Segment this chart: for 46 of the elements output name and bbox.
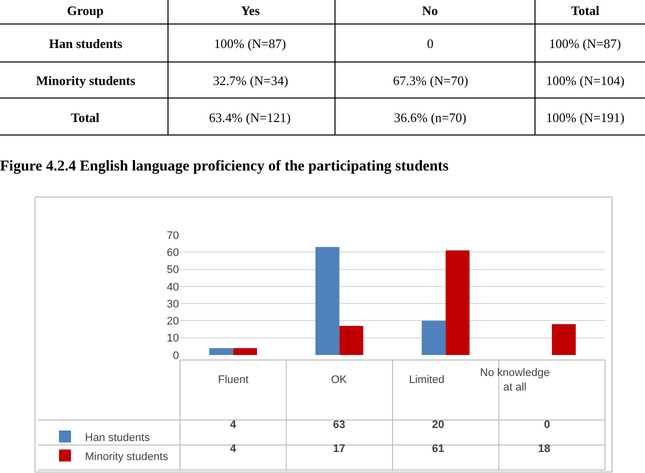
data-label: 4: [230, 443, 237, 455]
text: 100% (N=87): [214, 36, 286, 51]
text: Group: [67, 3, 104, 18]
data-label: 18: [538, 443, 550, 455]
text: 0: [427, 36, 434, 51]
text: Total: [571, 3, 600, 18]
text: 36.6% (n=70): [394, 110, 466, 125]
text: 100% (N=87): [549, 36, 621, 51]
x-tick-label: No knowledge at all: [480, 367, 550, 394]
text: 100% (N=191): [546, 110, 624, 125]
y-tick-label: 60: [166, 246, 179, 259]
x-tick-label: Limited: [409, 374, 444, 386]
text: 32.7% (N=34): [213, 73, 288, 88]
y-tick-label: 40: [166, 281, 179, 294]
data-label: 17: [333, 443, 346, 455]
text: 100% (N=104): [546, 73, 624, 88]
text: 67.3% (N=70): [393, 73, 468, 88]
data-label: 20: [432, 419, 444, 431]
legend-label: Han students: [85, 432, 150, 444]
text: 63.4% (N=121): [209, 110, 291, 125]
y-tick-label: 20: [166, 316, 179, 328]
text: Han students: [49, 36, 122, 51]
y-tick-label: 70: [166, 230, 179, 242]
x-tick-label: OK: [331, 374, 348, 386]
bar: [339, 326, 364, 355]
data-label: 0: [544, 419, 550, 431]
bar: [446, 250, 470, 355]
text: Minority students: [36, 73, 136, 88]
bar: [552, 324, 576, 355]
y-tick-label: 0: [172, 350, 179, 362]
bar: [209, 348, 234, 355]
bar: [233, 348, 258, 355]
text: Total: [71, 110, 100, 125]
legend-label: Minority students: [85, 450, 169, 463]
bar: [422, 320, 446, 355]
data-label: 4: [230, 419, 237, 431]
x-tick-label: Fluent: [218, 374, 249, 386]
text: Yes: [241, 3, 260, 18]
data-label: 61: [432, 443, 444, 455]
chart-title: Figure 4.2.4 English language proficiency of the participating students: [0, 158, 449, 174]
bar: [315, 247, 340, 355]
y-tick-label: 10: [166, 332, 179, 345]
y-tick-label: 30: [166, 298, 179, 310]
y-tick-label: 50: [166, 264, 179, 276]
text: No: [422, 3, 438, 18]
data-label: 63: [333, 419, 346, 431]
